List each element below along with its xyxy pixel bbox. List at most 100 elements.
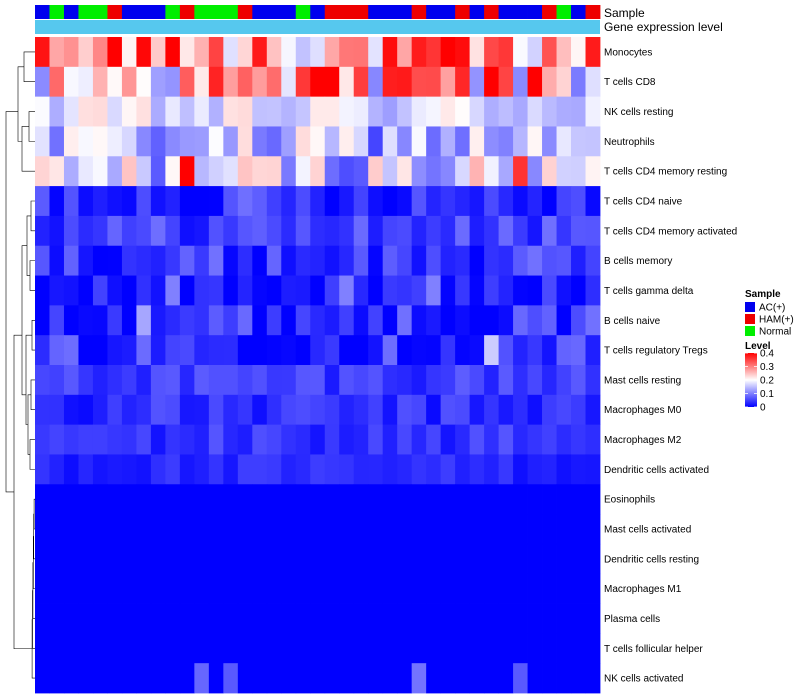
heatmap-cell: [455, 573, 471, 604]
heatmap-cell: [353, 156, 369, 187]
heatmap-cell: [150, 96, 166, 127]
heatmap-cell: [208, 514, 224, 545]
heatmap-cell: [542, 245, 557, 276]
heatmap-cell: [49, 186, 65, 217]
heatmap-cell: [78, 663, 94, 694]
heatmap-cell: [136, 603, 152, 634]
heatmap-cell: [426, 96, 442, 127]
heatmap-cell: [498, 454, 514, 485]
heatmap-cell: [165, 365, 181, 396]
heatmap-cell: [527, 275, 543, 306]
heatmap-cell: [469, 305, 485, 336]
heatmap-cell: [310, 543, 326, 575]
heatmap-cell: [49, 543, 65, 575]
heatmap-cell: [585, 394, 601, 426]
heatmap-cell: [266, 96, 282, 127]
row-label: T cells CD4 memory resting: [604, 167, 727, 178]
heatmap-cell: [223, 305, 239, 336]
heatmap-cell: [498, 126, 514, 157]
row-label: NK cells activated: [604, 674, 683, 685]
heatmap-cell: [440, 245, 456, 276]
heatmap-cell: [324, 305, 340, 336]
heatmap-cell: [121, 514, 137, 545]
heatmap-cell: [208, 633, 224, 664]
heatmap-cell: [121, 37, 137, 68]
heatmap-cell: [426, 454, 442, 485]
heatmap-cell: [455, 215, 471, 247]
heatmap-cell: [368, 96, 384, 127]
heatmap-cell: [63, 514, 79, 545]
heatmap-cell: [78, 66, 94, 98]
heatmap-cell: [397, 603, 413, 634]
heatmap-cell: [35, 335, 50, 366]
heatmap-cell: [208, 394, 224, 426]
heatmap-cell: [469, 245, 485, 276]
heatmap-cell: [179, 573, 195, 604]
heatmap-cell: [107, 424, 123, 455]
sample-bar-cell: [281, 5, 297, 19]
heatmap-cell: [484, 96, 499, 127]
heatmap-cell: [194, 365, 210, 396]
heatmap-cell: [252, 37, 268, 68]
heatmap-cell: [49, 454, 65, 485]
heatmap-cell: [571, 66, 586, 98]
heatmap-cell: [136, 186, 152, 217]
heatmap-cell: [484, 66, 499, 98]
heatmap-cell: [368, 37, 384, 68]
heatmap-cell: [498, 186, 514, 217]
sample-bar-cell: [165, 5, 181, 19]
heatmap-cell: [107, 603, 123, 634]
heatmap-cell: [527, 633, 543, 664]
heatmap-cell: [426, 156, 442, 187]
heatmap-cell: [411, 633, 427, 664]
heatmap-cell: [92, 37, 108, 68]
heatmap-cell: [484, 484, 499, 515]
heatmap-cell: [107, 215, 123, 247]
heatmap-cell: [498, 66, 514, 98]
heatmap-cell: [310, 424, 326, 455]
heatmap-cell: [252, 215, 268, 247]
heatmap-cell: [513, 215, 528, 247]
heatmap-cell: [49, 484, 65, 515]
heatmap-cell: [368, 126, 384, 157]
sample-bar-cell: [295, 5, 311, 19]
heatmap-cell: [542, 126, 557, 157]
row-label: NK cells resting: [604, 107, 673, 118]
heatmap-cell: [281, 215, 297, 247]
heatmap-cell: [121, 454, 137, 485]
heatmap-cell: [368, 484, 384, 515]
level-legend: Level 0.4 0.3 0.2 0.1 0: [745, 341, 774, 414]
heatmap-cell: [368, 424, 384, 455]
heatmap-cell: [324, 663, 340, 694]
heatmap-cell: [194, 603, 210, 634]
heatmap-cell: [165, 633, 181, 664]
row-label: Monocytes: [604, 47, 652, 58]
heatmap-cell: [484, 275, 499, 306]
heatmap-cell: [310, 603, 326, 634]
heatmap-cell: [295, 215, 311, 247]
heatmap-cell: [237, 573, 253, 604]
sample-bar-cell: [556, 5, 572, 19]
heatmap-cell: [237, 663, 253, 694]
heatmap-cell: [440, 543, 456, 575]
heatmap-cell: [324, 603, 340, 634]
heatmap-cell: [527, 305, 543, 336]
heatmap-cell: [324, 484, 340, 515]
heatmap-cell: [455, 424, 471, 455]
row-label: T cells follicular helper: [604, 644, 703, 655]
sample-annotation-label: Sample: [604, 6, 645, 20]
heatmap-cell: [382, 573, 398, 604]
heatmap-cell: [571, 454, 586, 485]
heatmap-cell: [353, 543, 369, 575]
heatmap-cell: [426, 335, 442, 366]
heatmap-cell: [252, 394, 268, 426]
heatmap-cell: [266, 424, 282, 455]
heatmap-cell: [63, 37, 79, 68]
heatmap-cell: [469, 663, 485, 694]
heatmap-cell: [440, 424, 456, 455]
heatmap-cell: [397, 126, 413, 157]
sample-bar-cell: [107, 5, 123, 19]
heatmap-cell: [252, 186, 268, 217]
heatmap-cell: [266, 514, 282, 545]
heatmap-cell: [194, 454, 210, 485]
